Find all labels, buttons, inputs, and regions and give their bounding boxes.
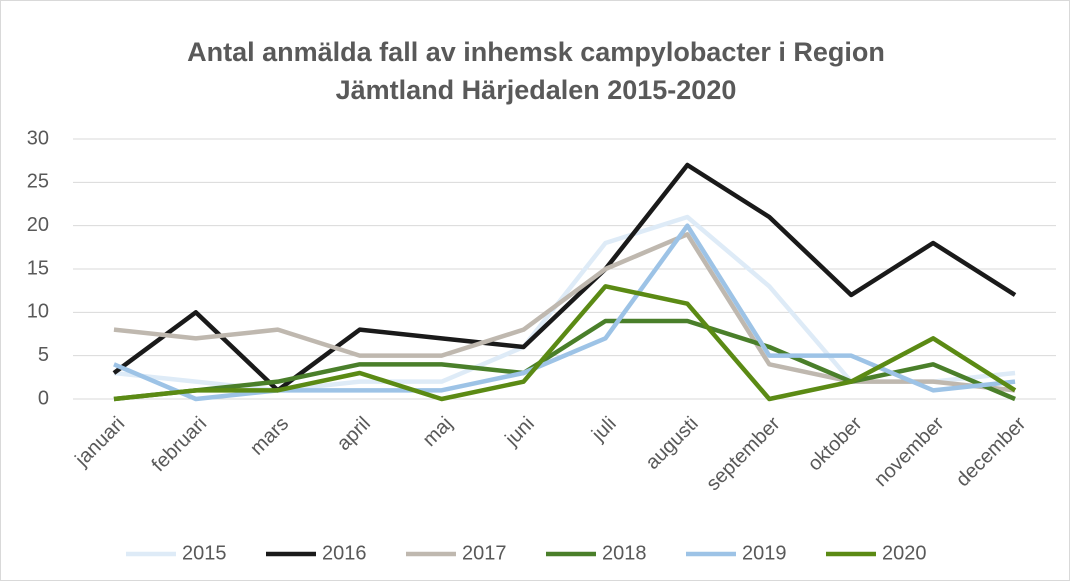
legend-label: 2020 <box>882 542 927 564</box>
legend-label: 2019 <box>742 542 787 564</box>
x-tick-label: juli <box>587 413 621 447</box>
x-tick-label: februari <box>148 413 212 477</box>
x-tick-label: oktober <box>804 412 867 475</box>
x-tick-label: januari <box>71 413 130 472</box>
y-tick-label: 30 <box>27 127 49 149</box>
y-tick-label: 15 <box>27 257 49 279</box>
series-line <box>113 284 1017 402</box>
legend-label: 2015 <box>182 542 227 564</box>
y-tick-label: 0 <box>38 387 49 409</box>
y-tick-label: 10 <box>27 301 49 323</box>
x-tick-label: mars <box>246 413 293 460</box>
x-tick-label: september <box>702 412 785 495</box>
x-tick-label: maj <box>419 413 457 451</box>
x-tick-label: december <box>952 412 1031 491</box>
x-tick-label: juni <box>501 413 539 451</box>
series-line <box>113 318 1016 402</box>
y-tick-label: 5 <box>38 344 49 366</box>
y-tick-label: 25 <box>27 171 49 193</box>
legend-label: 2018 <box>602 542 647 564</box>
legend-label: 2017 <box>462 542 507 564</box>
chart-title: Antal anmälda fall av inhemsk campylobac… <box>187 37 885 105</box>
x-tick-label: november <box>870 412 949 491</box>
y-tick-label: 20 <box>27 214 49 236</box>
series-line <box>113 232 1016 393</box>
legend-label: 2016 <box>322 542 367 564</box>
series-line <box>112 162 1017 393</box>
x-tick-label: april <box>333 413 375 455</box>
x-tick-label: augusti <box>641 413 702 474</box>
